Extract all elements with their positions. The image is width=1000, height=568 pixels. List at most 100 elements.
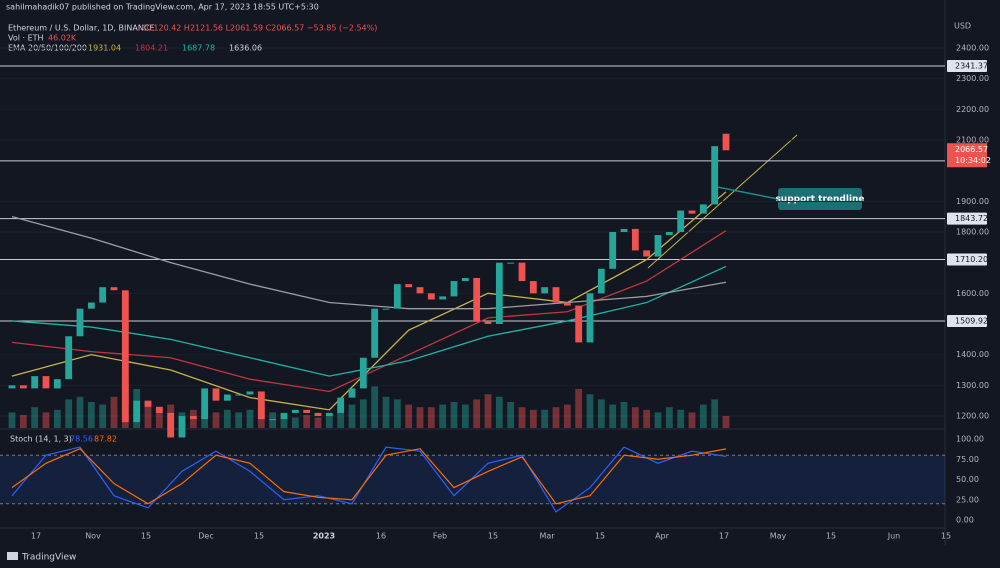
x-tick-label: 2023 (313, 532, 335, 541)
level-label-box (947, 59, 987, 72)
volume-bar (439, 404, 447, 428)
current-price: 2066.57 (955, 145, 988, 154)
ema-value: 1931.04 (88, 44, 121, 53)
volume-bar (314, 417, 322, 428)
candle-body (665, 232, 673, 236)
candle-body (654, 235, 662, 257)
volume-bar (427, 407, 435, 428)
candle-body (507, 262, 515, 264)
stoch-tick-label: 0.00 (956, 516, 974, 525)
stoch-value: 87.82 (94, 435, 117, 444)
candle-body (65, 336, 73, 380)
volume-bar (393, 399, 401, 428)
x-tick-label: 15 (141, 532, 151, 541)
volume-bar (53, 409, 61, 428)
x-tick-label: Nov (85, 532, 101, 541)
candle-body (31, 376, 39, 389)
candle-body (586, 293, 594, 343)
candle-body (382, 308, 390, 310)
y-tick-label: 2100.00 (956, 136, 989, 145)
candle-body (427, 293, 435, 300)
volume-bar (19, 415, 27, 428)
x-tick-label: 17 (719, 532, 729, 541)
ema-line (11, 191, 727, 411)
volume-bar (677, 409, 685, 428)
volume-bar (65, 399, 73, 428)
volume-bar (665, 407, 673, 428)
candle-body (722, 133, 730, 151)
volume-bar (722, 416, 730, 428)
y-tick-label: 1800.00 (956, 228, 989, 237)
stoch-title: Stoch (14, 1, 3) (10, 435, 72, 444)
annotation-box (778, 188, 862, 210)
ema-value: 1636.06 (229, 44, 262, 53)
candle-body (291, 409, 299, 413)
volume-bar (484, 394, 492, 428)
candle-body (518, 262, 526, 282)
y-tick-label: 2300.00 (956, 74, 989, 83)
volume-bar (246, 409, 254, 428)
candle-body (87, 302, 95, 309)
logo-icon (7, 552, 18, 560)
candle-body (495, 262, 503, 324)
x-tick-label: Dec (198, 532, 213, 541)
volume-bar (688, 412, 696, 428)
candle-body (144, 400, 152, 407)
candle-body (643, 250, 651, 257)
volume-bar (235, 412, 243, 428)
volume-bar (597, 399, 605, 428)
candle-body (223, 394, 231, 401)
volume-bar (575, 389, 583, 428)
x-tick-label: Feb (433, 532, 447, 541)
volume-bar (405, 404, 413, 428)
volume-bar (643, 409, 651, 428)
volume-bar (654, 412, 662, 428)
candle-body (280, 412, 288, 420)
candle-body (133, 400, 141, 423)
x-tick-label: May (770, 532, 787, 541)
annotation: support trendline (775, 195, 864, 205)
footer-logo: TradingView (21, 553, 76, 563)
stoch-tick-label: 100.00 (956, 435, 984, 444)
x-tick-label: 15 (254, 532, 264, 541)
stoch-line (11, 448, 727, 505)
candle-body (337, 397, 345, 413)
volume-bar (303, 415, 311, 428)
stoch-tick-label: 75.00 (956, 455, 979, 464)
volume-bar (144, 402, 152, 428)
volume-bar (291, 417, 299, 428)
volume-bar (269, 412, 277, 428)
volume-title: Vol · ETH (8, 34, 44, 43)
candle-body (450, 281, 458, 297)
candle-body (484, 320, 492, 324)
ema-value: 1687.78 (182, 44, 215, 53)
candle-body (167, 412, 175, 438)
x-tick-label: Jun (887, 532, 901, 541)
x-tick-label: Mar (539, 532, 555, 541)
candle-body (201, 388, 209, 420)
ema-value: 1804.21 (135, 44, 168, 53)
candle-body (575, 305, 583, 343)
candle-body (325, 412, 333, 416)
volume-bar (382, 396, 390, 428)
ema-line (11, 265, 727, 377)
candle-body (235, 394, 243, 396)
candle-body (269, 419, 277, 421)
candle-body (121, 290, 129, 423)
volume-bar (99, 404, 107, 428)
volume-bar (586, 394, 594, 428)
y-tick-label: 1600.00 (956, 289, 989, 298)
candle-body (631, 228, 639, 251)
candle-body (155, 406, 163, 413)
stoch-tick-label: 50.00 (956, 475, 979, 484)
publisher: sahilmahadik07 published on TradingView.… (6, 3, 319, 12)
candle-body (189, 416, 197, 420)
candle-body (677, 210, 685, 232)
candle-body (552, 287, 560, 303)
volume-bar (450, 402, 458, 428)
y-tick-label: 2200.00 (956, 105, 989, 114)
x-tick-label: 16 (376, 532, 386, 541)
volume-bar (31, 407, 39, 428)
volume-bar (416, 407, 424, 428)
volume-bar (76, 396, 84, 428)
